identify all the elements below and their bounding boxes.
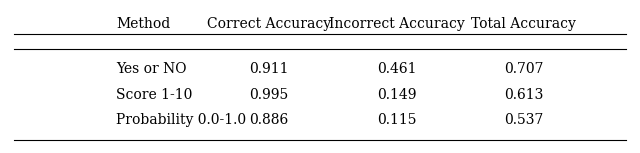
Text: Incorrect Accuracy: Incorrect Accuracy: [328, 17, 465, 31]
Text: Correct Accuracy: Correct Accuracy: [207, 17, 331, 31]
Text: Score 1-10: Score 1-10: [116, 88, 193, 102]
Text: 0.115: 0.115: [377, 113, 416, 127]
Text: Probability 0.0-1.0: Probability 0.0-1.0: [116, 113, 246, 127]
Text: 0.707: 0.707: [504, 62, 543, 76]
Text: 0.911: 0.911: [249, 62, 289, 76]
Text: 0.461: 0.461: [377, 62, 416, 76]
Text: 0.995: 0.995: [250, 88, 289, 102]
Text: 0.149: 0.149: [377, 88, 416, 102]
Text: Method: Method: [116, 17, 170, 31]
Text: 0.537: 0.537: [504, 113, 543, 127]
Text: Total Accuracy: Total Accuracy: [472, 17, 577, 31]
Text: Yes or NO: Yes or NO: [116, 62, 187, 76]
Text: 0.886: 0.886: [250, 113, 289, 127]
Text: 0.613: 0.613: [504, 88, 543, 102]
